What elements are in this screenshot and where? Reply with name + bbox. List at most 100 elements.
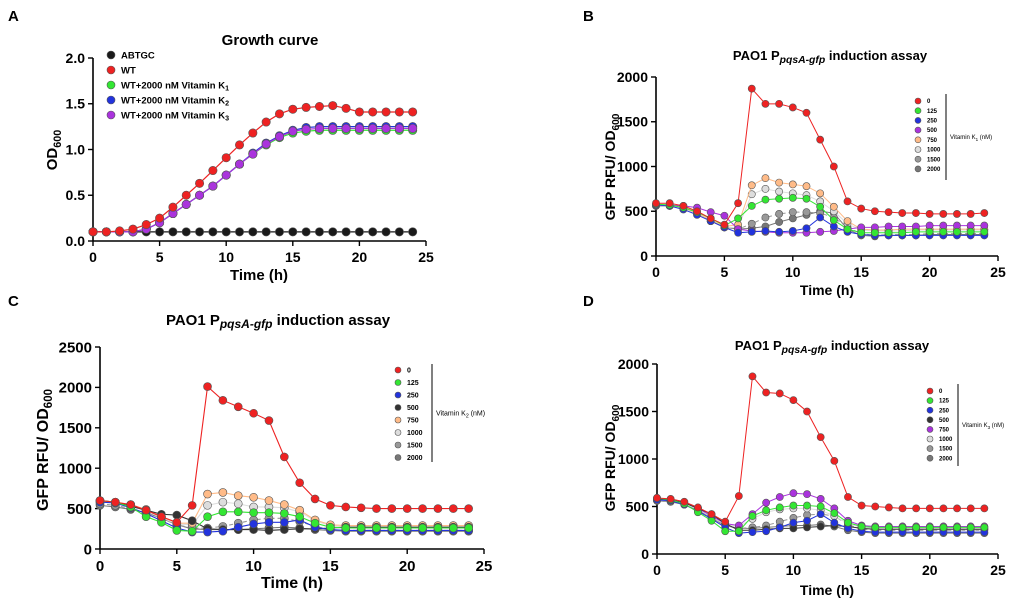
data-point <box>843 197 852 206</box>
data-point <box>203 501 212 510</box>
series-0 <box>652 84 989 229</box>
data-point <box>803 490 811 499</box>
legend-title-rest: (nM) <box>990 423 1004 429</box>
data-point <box>762 498 771 507</box>
legend-title-text: Vitamin K <box>962 423 988 429</box>
data-point <box>720 211 729 220</box>
data-point <box>464 523 473 533</box>
x-axis-label: Time (h) <box>230 267 288 284</box>
legend-title: Vitamin K2 (nM) <box>436 410 485 419</box>
data-point <box>966 210 975 218</box>
data-point <box>761 195 770 204</box>
data-point <box>195 227 205 237</box>
data-point <box>218 488 228 497</box>
data-point <box>354 227 364 237</box>
legend-label-text: 1000 <box>927 148 941 154</box>
data-point <box>775 389 784 398</box>
data-point <box>168 227 178 237</box>
data-point <box>233 491 243 500</box>
data-point <box>208 227 218 237</box>
data-point <box>408 123 418 133</box>
data-point <box>295 524 304 534</box>
data-point <box>354 123 364 133</box>
data-point <box>141 220 151 230</box>
panel-letter: A <box>8 8 19 25</box>
data-point <box>448 523 458 533</box>
data-point <box>761 174 770 183</box>
data-point <box>433 523 443 533</box>
data-point <box>301 124 311 134</box>
data-point <box>747 219 756 228</box>
data-point <box>871 502 880 511</box>
data-point <box>884 228 893 237</box>
data-point <box>652 199 660 208</box>
x-axis-label: Time (h) <box>261 575 323 592</box>
data-point <box>816 227 825 236</box>
data-point <box>408 107 418 117</box>
y-tick-label: 0 <box>640 248 648 264</box>
data-point <box>816 522 825 531</box>
legend-label-subscript: 2 <box>225 99 229 107</box>
data-point <box>803 523 811 532</box>
data-point <box>789 501 798 510</box>
chart-title: Growth curve <box>222 32 319 49</box>
data-point <box>680 497 689 506</box>
x-axis-label: Time (h) <box>800 582 854 598</box>
legend-label: 0 <box>939 389 943 395</box>
data-point <box>341 523 351 533</box>
data-point <box>898 209 907 217</box>
legend-label-text: 250 <box>927 119 938 125</box>
legend-marker <box>106 50 116 60</box>
legend-title: Vitamin K3 (nM) <box>962 423 1004 430</box>
data-point <box>218 526 228 536</box>
data-point <box>328 227 338 237</box>
data-point <box>381 123 391 133</box>
data-point <box>803 407 811 416</box>
data-point <box>288 227 298 237</box>
legend-marker <box>914 136 922 144</box>
data-point <box>816 494 825 503</box>
data-point <box>706 214 715 223</box>
legend-marker <box>926 454 934 462</box>
legend-label: 750 <box>939 428 950 434</box>
data-point <box>233 507 243 517</box>
legend-label-text: 0 <box>939 389 943 395</box>
x-tick-label: 20 <box>352 249 368 265</box>
chart-title-rest: induction assay <box>825 48 928 63</box>
data-point <box>871 523 880 532</box>
data-point <box>301 227 311 237</box>
legend-label-text: 2000 <box>407 455 423 462</box>
data-point <box>341 227 351 237</box>
data-point <box>203 382 212 391</box>
data-point <box>925 523 934 532</box>
y-tick-label: 2500 <box>59 339 92 356</box>
legend-label: 250 <box>927 119 938 125</box>
data-point <box>734 527 743 536</box>
data-point <box>314 101 324 111</box>
legend-label: 2000 <box>927 167 941 173</box>
legend-label: 1000 <box>407 430 423 437</box>
data-point <box>816 189 825 198</box>
legend-marker <box>394 391 402 399</box>
data-point <box>829 162 838 171</box>
legend-label: 0 <box>407 367 411 374</box>
data-point <box>235 227 245 237</box>
data-point <box>248 227 258 237</box>
data-point <box>249 408 258 418</box>
data-point <box>314 227 324 237</box>
legend-title-rest: (nM) <box>978 135 992 141</box>
legend-label-text: 125 <box>407 380 419 387</box>
data-point <box>898 523 907 532</box>
data-point <box>816 510 825 518</box>
legend-marker <box>926 426 934 433</box>
data-point <box>802 182 811 191</box>
legend-marker <box>394 454 402 461</box>
data-point <box>187 501 197 510</box>
x-tick-label: 15 <box>322 558 339 575</box>
data-point <box>830 518 839 527</box>
data-point <box>898 504 907 513</box>
legend-marker <box>914 97 922 105</box>
data-point <box>844 518 852 527</box>
y-tick-label: 2.0 <box>66 50 86 66</box>
x-tick-label: 15 <box>285 249 301 265</box>
